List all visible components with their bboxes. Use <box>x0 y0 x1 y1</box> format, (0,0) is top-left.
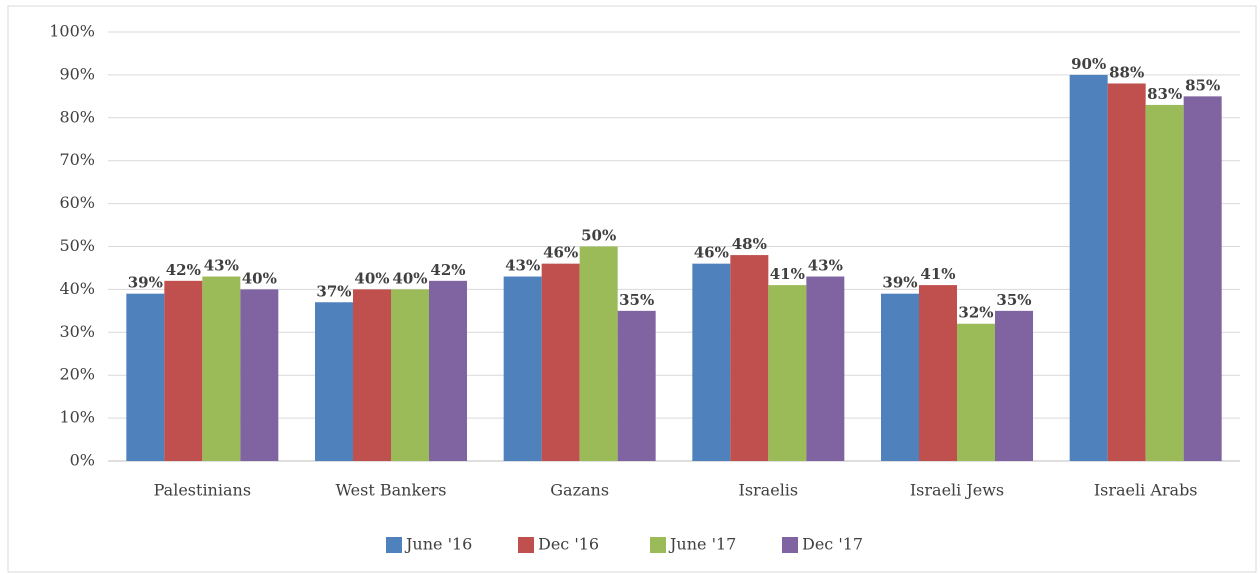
bar <box>692 263 731 461</box>
y-tick-label: 40% <box>59 279 95 298</box>
bar <box>126 293 165 461</box>
y-tick-label: 10% <box>59 408 95 427</box>
bar <box>164 280 203 461</box>
value-label: 40% <box>354 269 389 287</box>
bar <box>617 310 656 461</box>
value-label: 40% <box>242 269 277 287</box>
legend-swatch <box>650 537 666 553</box>
bar <box>995 310 1033 461</box>
bar <box>429 280 467 461</box>
bar <box>730 255 769 461</box>
chart-border <box>7 5 1257 573</box>
value-label: 43% <box>505 257 540 275</box>
x-tick-label: Palestinians <box>154 481 251 500</box>
bar <box>579 246 618 461</box>
y-tick-label: 20% <box>59 365 95 384</box>
value-label: 83% <box>1147 85 1182 103</box>
value-label: 42% <box>430 261 465 279</box>
bar <box>202 276 241 461</box>
y-tick-label: 30% <box>59 322 95 341</box>
value-label: 46% <box>543 244 578 262</box>
y-tick-label: 60% <box>59 193 95 212</box>
y-tick-label: 80% <box>59 107 95 126</box>
value-label: 85% <box>1185 76 1220 94</box>
bar <box>957 323 995 461</box>
x-tick-label: Gazans <box>550 481 609 500</box>
value-label: 37% <box>316 282 351 300</box>
legend-swatch <box>782 537 798 553</box>
bar <box>240 289 279 461</box>
y-tick-label: 90% <box>59 64 95 83</box>
legend-label: Dec '17 <box>802 535 863 554</box>
bar <box>353 289 391 461</box>
legend-label: June '17 <box>668 535 736 554</box>
bar <box>503 276 542 461</box>
value-label: 40% <box>392 269 427 287</box>
value-label: 46% <box>694 244 729 262</box>
value-label: 39% <box>882 274 917 292</box>
value-label: 88% <box>1109 63 1144 81</box>
bar <box>806 276 845 461</box>
legend-swatch <box>518 537 534 553</box>
bar <box>1107 83 1146 461</box>
bar <box>1145 104 1184 462</box>
bar <box>391 289 429 461</box>
bar <box>919 285 957 461</box>
bar <box>315 302 353 461</box>
value-label: 32% <box>958 304 993 322</box>
bar <box>541 263 580 461</box>
value-label: 50% <box>581 227 616 245</box>
value-label: 39% <box>128 274 163 292</box>
value-label: 43% <box>204 257 239 275</box>
y-tick-label: 50% <box>59 236 95 255</box>
value-label: 35% <box>619 291 654 309</box>
bar <box>768 285 807 461</box>
value-label: 41% <box>920 265 955 283</box>
value-label: 35% <box>996 291 1031 309</box>
value-label: 90% <box>1071 55 1106 73</box>
bar <box>1069 74 1108 462</box>
legend-swatch <box>386 537 402 553</box>
x-tick-label: Israeli Jews <box>910 481 1004 500</box>
x-tick-label: Israelis <box>739 481 799 500</box>
value-label: 41% <box>770 265 805 283</box>
x-tick-label: West Bankers <box>336 481 447 500</box>
x-tick-label: Israeli Arabs <box>1094 481 1198 500</box>
value-label: 43% <box>808 257 843 275</box>
y-tick-label: 70% <box>59 150 95 169</box>
legend-label: June '16 <box>404 535 472 554</box>
bar <box>881 293 919 461</box>
bar <box>1183 96 1222 461</box>
legend-label: Dec '16 <box>538 535 599 554</box>
y-tick-label: 100% <box>49 22 95 41</box>
y-tick-label: 0% <box>70 451 95 470</box>
value-label: 48% <box>732 235 767 253</box>
value-label: 42% <box>166 261 201 279</box>
